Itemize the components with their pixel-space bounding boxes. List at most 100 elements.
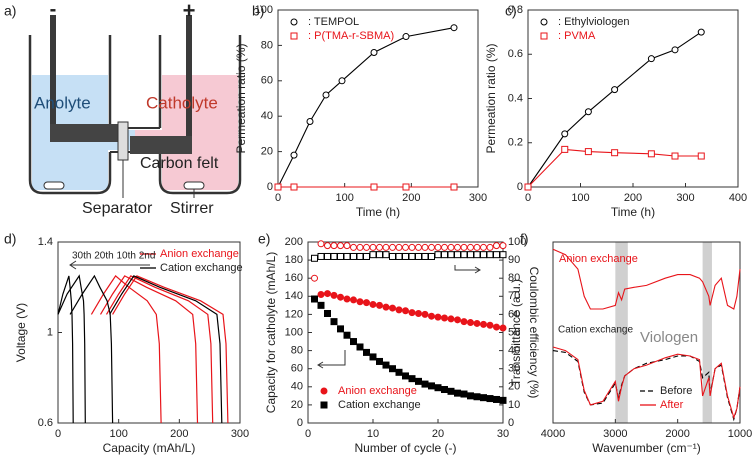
marker bbox=[317, 240, 325, 248]
x-tick-label: 1000 bbox=[728, 428, 752, 440]
y2-tick-label: 0 bbox=[508, 417, 514, 429]
marker bbox=[486, 395, 494, 403]
marker bbox=[434, 313, 442, 321]
marker bbox=[408, 252, 416, 260]
y2-tick-label: 80 bbox=[508, 272, 520, 284]
marker bbox=[447, 251, 455, 259]
y-tick-label: 40 bbox=[291, 381, 303, 393]
marker bbox=[350, 243, 357, 251]
marker bbox=[337, 325, 344, 333]
panel-label: e) bbox=[258, 231, 270, 247]
marker bbox=[369, 300, 377, 308]
marker bbox=[493, 251, 500, 259]
curve bbox=[57, 274, 86, 424]
series-line bbox=[277, 27, 455, 188]
marker bbox=[402, 307, 409, 315]
x-tick-label: 100 bbox=[571, 192, 589, 204]
marker bbox=[450, 183, 458, 191]
series-label: Anion exchange bbox=[559, 253, 638, 265]
y2-axis-label: Coulombic efficiency (%) bbox=[527, 267, 541, 399]
marker bbox=[473, 393, 481, 401]
separator-label: Separator bbox=[82, 200, 153, 217]
legend-label: : Ethylviologen bbox=[558, 16, 630, 28]
marker bbox=[376, 301, 383, 309]
x-tick-label: 0 bbox=[55, 428, 61, 440]
x-tick-label: 0 bbox=[275, 192, 281, 204]
right-beaker bbox=[158, 35, 242, 195]
marker bbox=[647, 150, 655, 158]
y-axis-label: Transmittance (a.u.) bbox=[509, 279, 523, 386]
curve bbox=[90, 275, 162, 424]
y-axis-label: Capacity for catholyte (mAh/L) bbox=[264, 252, 278, 413]
marker bbox=[499, 396, 507, 404]
arrow bbox=[454, 265, 480, 271]
y-tick-label: 0.6 bbox=[508, 48, 523, 60]
marker bbox=[376, 243, 383, 251]
marker bbox=[330, 318, 338, 326]
marker bbox=[421, 252, 429, 260]
marker bbox=[460, 318, 468, 326]
x-tick-label: 300 bbox=[231, 428, 249, 440]
legend-marker bbox=[290, 18, 298, 26]
curve bbox=[112, 275, 229, 424]
x-tick-label: 400 bbox=[729, 192, 747, 204]
arrow bbox=[318, 350, 346, 366]
marker bbox=[647, 55, 655, 63]
marker bbox=[671, 152, 679, 160]
felt-label: Carbon felt bbox=[140, 155, 219, 172]
y2-tick-label: 60 bbox=[508, 308, 520, 320]
marker bbox=[480, 243, 487, 251]
marker bbox=[369, 243, 377, 251]
marker bbox=[415, 252, 422, 260]
marker bbox=[460, 390, 468, 398]
x-axis-label: Wavenumber (cm⁻¹) bbox=[592, 441, 701, 455]
y2-tick-label: 10 bbox=[508, 399, 520, 411]
electrode bbox=[186, 15, 192, 140]
series-line bbox=[552, 248, 741, 310]
curve bbox=[105, 275, 214, 424]
marker bbox=[441, 243, 448, 251]
left-beaker bbox=[28, 35, 112, 195]
stirrer-bar bbox=[43, 181, 65, 190]
y2-tick-label: 100 bbox=[508, 236, 526, 248]
x-tick-label: 0 bbox=[305, 428, 311, 440]
y-tick-label: 0 bbox=[517, 181, 523, 193]
legend-label: : TEMPOL bbox=[308, 16, 359, 28]
y-tick-label: 60 bbox=[261, 75, 273, 87]
anolyte-label: Anolyte bbox=[34, 93, 91, 112]
diagram: a) - + Anolyte Catholyte Carbon felt Sep… bbox=[4, 0, 242, 217]
marker bbox=[402, 33, 410, 41]
marker bbox=[311, 295, 318, 303]
marker bbox=[337, 293, 344, 301]
y-tick-label: 60 bbox=[291, 363, 303, 375]
y-tick-label: 1 bbox=[47, 326, 53, 338]
marker bbox=[337, 252, 344, 260]
marker bbox=[382, 243, 390, 251]
marker bbox=[421, 243, 429, 251]
marker bbox=[434, 251, 442, 259]
marker bbox=[356, 298, 364, 306]
marker bbox=[395, 243, 403, 251]
marker bbox=[324, 242, 331, 250]
panel-label: b) bbox=[252, 3, 264, 19]
x-axis-label: Number of cycle (-) bbox=[354, 441, 456, 455]
marker bbox=[311, 254, 318, 262]
y2-tick-label: 50 bbox=[508, 326, 520, 338]
y-tick-label: 0 bbox=[267, 181, 273, 193]
marker bbox=[382, 251, 390, 259]
marker bbox=[389, 243, 396, 251]
marker bbox=[584, 148, 592, 156]
arrow-head bbox=[474, 266, 481, 274]
marker bbox=[324, 309, 331, 317]
felt bbox=[50, 124, 120, 142]
stirrer-bar bbox=[183, 181, 205, 190]
x-tick-label: 30 bbox=[497, 428, 509, 440]
curve bbox=[99, 275, 199, 424]
marker bbox=[697, 152, 705, 160]
marker bbox=[389, 304, 396, 312]
marker bbox=[337, 242, 344, 250]
x-tick-label: 100 bbox=[335, 192, 353, 204]
marker bbox=[584, 108, 592, 116]
y-tick-label: 0.8 bbox=[508, 4, 523, 16]
marker bbox=[350, 338, 357, 346]
